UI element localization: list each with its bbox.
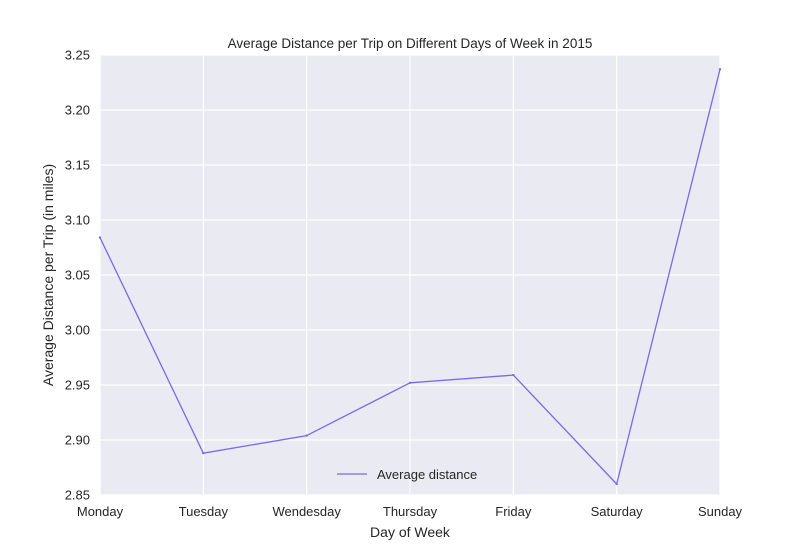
- y-tick-label: 3.15: [65, 158, 90, 173]
- x-axis-title: Day of Week: [370, 524, 451, 540]
- y-tick-label: 3.00: [65, 323, 90, 338]
- series-layer: [98, 68, 722, 486]
- y-tick-label: 3.10: [65, 213, 90, 228]
- y-tick-labels: 2.85 2.90 2.95 3.00 3.05 3.10 3.15 3.20 3.25: [65, 48, 90, 503]
- data-point: [408, 381, 412, 384]
- y-axis-title: Average Distance per Trip (in miles): [40, 164, 56, 386]
- y-tick-label: 2.85: [65, 488, 90, 503]
- y-gridlines: [100, 54, 720, 496]
- x-tick-label: Wendesday: [272, 504, 341, 519]
- x-tick-label: Sunday: [698, 504, 743, 519]
- data-point: [305, 434, 308, 437]
- data-point: [202, 452, 205, 455]
- y-tick-label: 2.95: [65, 378, 90, 393]
- x-tick-label: Monday: [77, 504, 124, 519]
- x-tick-labels: Monday Tuesday Wendesday Thursday Friday Satu…: [77, 504, 743, 519]
- data-point: [512, 373, 515, 377]
- y-tick-label: 3.20: [65, 103, 90, 118]
- data-point: [615, 482, 618, 486]
- x-tick-label: Tuesday: [179, 504, 229, 519]
- y-tick-label: 3.25: [65, 48, 90, 63]
- x-tick-label: Saturday: [591, 504, 644, 519]
- x-tick-label: Thursday: [383, 504, 438, 519]
- data-point: [718, 68, 722, 71]
- data-point: [98, 236, 102, 239]
- chart-title: Average Distance per Trip on Different D…: [228, 36, 593, 51]
- legend-label-average-distance: Average distance: [377, 467, 477, 482]
- legend: Average distance: [337, 467, 477, 482]
- y-tick-label: 3.05: [65, 268, 90, 283]
- y-tick-label: 2.90: [65, 433, 90, 448]
- x-tick-label: Friday: [495, 504, 532, 519]
